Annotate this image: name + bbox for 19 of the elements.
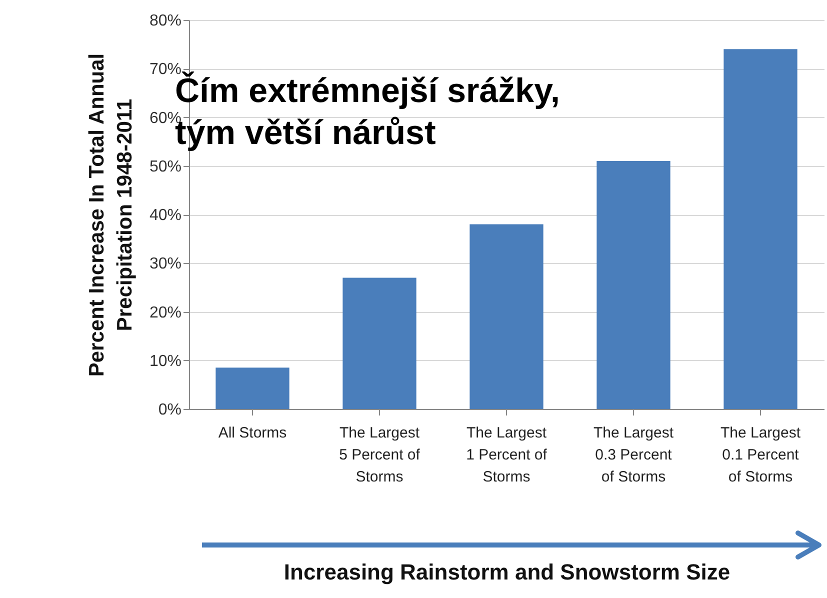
bar (342, 278, 416, 409)
x-tick-label: The Largest 5 Percent of Storms (339, 424, 421, 486)
y-tick-label: 80% (149, 12, 182, 30)
x-tick-label: The Largest 0.3 Percent of Storms (593, 424, 674, 486)
y-tick-label: 10% (149, 352, 182, 370)
y-tick-label: 30% (149, 256, 182, 273)
bar (724, 49, 798, 409)
x-tick-label: The Largest 0.1 Percent of Storms (720, 424, 802, 486)
y-tick-label: 40% (149, 207, 182, 224)
x-tick-label: The Largest 1 Percent of Storms (466, 424, 548, 486)
y-axis-title: Percent Increase In Total Annual Precipitation 1948-2011 (85, 53, 136, 377)
x-axis-title: Increasing Rainstorm and Snowstorm Size (284, 560, 730, 584)
bar (596, 161, 670, 409)
y-tick-label: 50% (149, 158, 182, 176)
y-tick-label: 20% (149, 304, 182, 322)
bar (470, 224, 544, 409)
y-tick-label: 0% (158, 402, 182, 418)
x-tick-label: All Storms (218, 424, 287, 442)
bar (216, 368, 290, 409)
